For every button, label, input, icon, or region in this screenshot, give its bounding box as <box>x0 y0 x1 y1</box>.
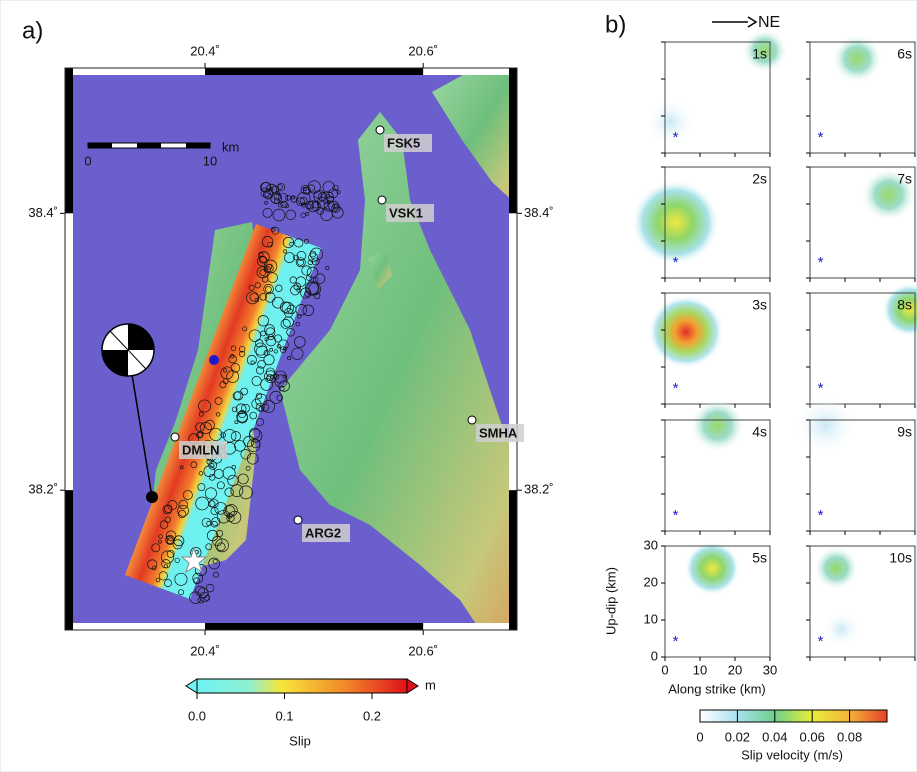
hypocenter <box>209 355 219 365</box>
star: * <box>673 507 679 524</box>
scale-label: 0 <box>84 153 91 168</box>
epicenter <box>146 491 158 503</box>
star: * <box>818 129 824 146</box>
panel-label: a) <box>22 17 43 44</box>
lon-label: 20.4˚ <box>190 643 220 658</box>
station-label: ARG2 <box>305 525 341 540</box>
y-axis-title: Up-dip (km) <box>603 567 618 635</box>
frame-segment <box>423 68 517 75</box>
y-tick-label: 10 <box>644 611 658 626</box>
slip-rate-patch <box>645 98 695 147</box>
slip-rate-patch <box>648 295 724 368</box>
colorbar-tick-label: 0.02 <box>725 729 750 744</box>
snapshot: * 10s <box>806 546 915 661</box>
colorbar-title: Slip velocity (m/s) <box>741 747 843 762</box>
x-tick-label: 0 <box>661 662 668 677</box>
time-label: 4s <box>752 424 767 440</box>
lat-label: 38.4˚ <box>524 205 554 220</box>
time-label: 3s <box>752 297 767 313</box>
colorbar <box>700 710 887 722</box>
slip-rate-patch <box>794 395 857 456</box>
y-tick-label: 20 <box>644 574 658 589</box>
lon-label: 20.6˚ <box>408 643 438 658</box>
frame-segment <box>205 623 423 630</box>
y-tick-label: 0 <box>651 648 658 663</box>
station-label: DMLN <box>182 442 220 457</box>
time-label: 6s <box>897 46 912 62</box>
colorbar-tick-label: 0.1 <box>275 708 293 723</box>
snapshot: * 3s <box>648 293 770 408</box>
scale-unit: km <box>222 139 239 154</box>
figure: a) 20.4˚ 20.4˚ 20.6˚ 20.6˚ 38.4˚ 38.4˚ 38.2˚ 38… <box>0 0 917 772</box>
star: * <box>673 633 679 650</box>
star: * <box>818 507 824 524</box>
station <box>376 126 384 134</box>
colorbar-tick-label: 0 <box>696 729 703 744</box>
x-tick-label: 10 <box>693 662 707 677</box>
frame-segment <box>509 68 517 213</box>
slip-rate-patch <box>814 546 859 590</box>
slip-rate-patch <box>685 541 740 595</box>
frame-segment <box>65 213 73 490</box>
station <box>468 416 476 424</box>
slip-rate-patch <box>690 399 745 453</box>
frame-segment <box>65 68 73 213</box>
station-label: FSK5 <box>387 135 420 150</box>
x-tick-label: 30 <box>763 662 777 677</box>
time-label: 8s <box>897 297 912 313</box>
x-tick-label: 20 <box>728 662 742 677</box>
star: * <box>673 254 679 271</box>
frame-segment <box>65 490 73 630</box>
star: * <box>673 380 679 397</box>
time-label: 9s <box>897 424 912 440</box>
colorbar-tick-label: 0.0 <box>188 708 206 723</box>
colorbar-title: Slip <box>289 733 311 748</box>
x-axis-title: Along strike (km) <box>668 681 766 696</box>
station-label: SMHA <box>479 425 518 440</box>
lat-label: 38.2˚ <box>28 482 58 497</box>
colorbar-tick-label: 0.06 <box>800 729 825 744</box>
lon-label: 20.4˚ <box>190 43 220 58</box>
snapshot: * 1s <box>645 29 787 157</box>
colorbar <box>197 679 407 693</box>
focal-mechanism <box>102 324 154 376</box>
frame-segment <box>205 68 423 75</box>
frame-segment <box>509 213 517 490</box>
y-tick-label: 30 <box>644 537 658 552</box>
lat-label: 38.4˚ <box>28 205 58 220</box>
star: * <box>673 129 679 146</box>
station-label: VSK1 <box>389 205 423 220</box>
frame-segment <box>509 490 517 630</box>
star: * <box>818 633 824 650</box>
slip-rate-patch <box>631 180 719 265</box>
time-label: 1s <box>752 46 767 62</box>
station <box>171 433 179 441</box>
snapshot: * 7s <box>806 167 916 282</box>
panel-label: b) <box>605 11 626 38</box>
slip-rate-patch <box>823 611 861 648</box>
lon-label: 20.6˚ <box>408 43 438 58</box>
direction-label: NE <box>758 14 780 31</box>
map: 20.4˚ 20.4˚ 20.6˚ 20.6˚ 38.4˚ 38.4˚ 38.2˚ 38.2˚… <box>28 43 553 658</box>
station <box>294 516 302 524</box>
station <box>378 196 386 204</box>
frame-segment <box>65 68 205 75</box>
time-label: 7s <box>897 171 912 187</box>
snapshot: * 8s <box>806 283 917 408</box>
colorbar-tick-label: 0.04 <box>762 729 787 744</box>
star: * <box>818 254 824 271</box>
colorbar-unit: m <box>425 677 436 692</box>
time-label: 2s <box>752 171 767 187</box>
frame-segment <box>423 623 517 630</box>
lat-label: 38.2˚ <box>524 482 554 497</box>
colorbar-tick-label: 0.08 <box>837 729 862 744</box>
time-label: 5s <box>752 550 767 566</box>
frame-segment <box>65 623 205 630</box>
scale-label: 10 <box>203 153 217 168</box>
star: * <box>818 380 824 397</box>
snapshot: * 6s <box>806 34 915 157</box>
colorbar-tick-label: 0.2 <box>363 708 381 723</box>
time-label: 10s <box>889 550 912 566</box>
